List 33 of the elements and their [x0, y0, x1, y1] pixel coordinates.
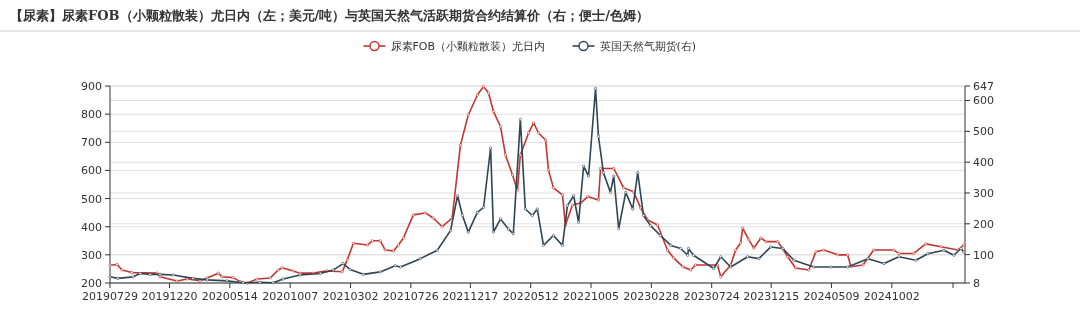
- x-tick-label: 20230724: [683, 290, 740, 303]
- y-tick-label: 900: [81, 80, 102, 93]
- x-tick-label: 20230228: [623, 290, 680, 303]
- y-tick-label: 200: [81, 277, 102, 290]
- x-tick-label: 20241002: [863, 290, 920, 303]
- y2-tick-label: 400: [973, 156, 994, 170]
- y2-tick-label: 600: [973, 94, 994, 108]
- y2-tick-label: 200: [973, 217, 994, 231]
- x-tick-label: 20231215: [743, 290, 800, 303]
- x-tick-label: 20240509: [803, 290, 860, 303]
- legend-label: 英国天然气期货(右): [599, 40, 697, 53]
- x-tick-label: 20210302: [322, 290, 379, 303]
- x-tick-label: 20220512: [502, 290, 559, 303]
- y-tick-label: 400: [81, 220, 102, 234]
- x-tick-label: 20191220: [141, 290, 198, 303]
- x-tick-label: 20200514: [201, 290, 258, 303]
- x-tick-label: 20210726: [382, 290, 439, 303]
- y-tick-label: 500: [81, 192, 102, 206]
- x-tick-label: 20190729: [82, 290, 138, 303]
- y2-tick-label: 647: [973, 80, 994, 93]
- y2-tick-label: 300: [973, 186, 994, 200]
- x-tick-label: 20211217: [442, 290, 499, 303]
- y-tick-label: 800: [81, 108, 102, 122]
- y2-tick-label: 500: [973, 125, 994, 139]
- chart-title: 【尿素】尿素FOB（小颗粒散装）尤日内（左；美元/吨）与英国天然气活跃期货合约结算价（右；便士/色姆）: [10, 8, 650, 23]
- y-tick-label: 600: [81, 164, 102, 178]
- y2-tick-label: 8: [973, 277, 980, 290]
- x-tick-label: 20221005: [563, 290, 620, 303]
- x-tick-label: 20201007: [262, 290, 319, 303]
- y2-tick-label: 100: [973, 248, 994, 262]
- legend-label: 尿素FOB（小颗粒散装）尤日内: [390, 40, 546, 53]
- y-tick-label: 300: [81, 248, 102, 262]
- y-tick-label: 700: [81, 136, 102, 150]
